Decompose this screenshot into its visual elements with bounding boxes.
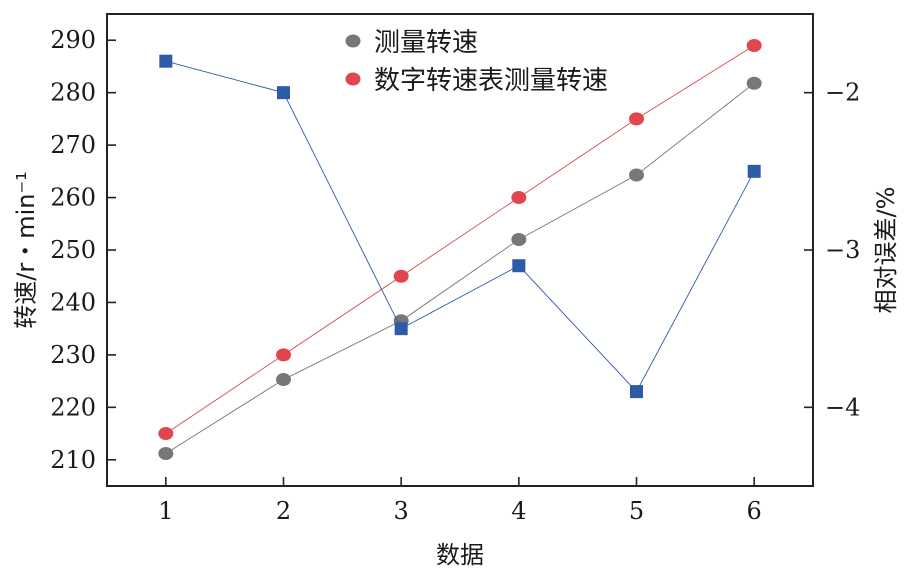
y-left-tick-label: 240 xyxy=(50,288,96,316)
series-2-line xyxy=(165,60,755,393)
y-right-tick-label: −3 xyxy=(825,236,860,264)
x-tick-label: 2 xyxy=(276,497,291,525)
x-tick-label: 3 xyxy=(394,497,409,525)
y-axis-right-title: 相对误差/% xyxy=(872,187,900,314)
series-2-point xyxy=(159,54,173,68)
series-0-point xyxy=(511,233,527,247)
series-1-point xyxy=(158,427,174,441)
axes: 1 2 3 4 5 6 210 220 230 240 250 260 270 280 290 −2 −3 −4 xyxy=(50,26,860,525)
series-1-line xyxy=(165,45,755,434)
series-2-point xyxy=(512,259,526,273)
series-1-point xyxy=(746,38,762,52)
series-0-point xyxy=(629,168,644,182)
series-2-point xyxy=(630,385,643,399)
series-1-point xyxy=(511,191,527,205)
y-left-tick-label: 250 xyxy=(50,236,96,264)
y-left-tick-label: 280 xyxy=(50,79,96,107)
y-axis-left-title: 转速/r・min⁻¹ xyxy=(12,171,40,329)
series-0-line xyxy=(165,82,755,454)
y-left-tick-label: 270 xyxy=(50,131,96,159)
series-2-point xyxy=(277,86,290,100)
x-tick-label: 1 xyxy=(158,497,173,525)
y-left-tick-label: 290 xyxy=(50,26,96,54)
legend-label: 数字转速表测量转速 xyxy=(374,66,608,96)
legend-label: 测量转速 xyxy=(374,28,478,58)
y-left-tick-label: 210 xyxy=(50,446,96,474)
series-2-point xyxy=(394,322,408,336)
legend-marker xyxy=(345,72,361,86)
series-1-point xyxy=(629,112,644,126)
series-0-point xyxy=(276,373,291,387)
y-left-tick-label: 230 xyxy=(50,341,96,369)
y-left-tick-label: 220 xyxy=(50,393,96,421)
series-1-point xyxy=(393,269,409,283)
series-0-point xyxy=(158,446,174,460)
legend-marker xyxy=(345,34,361,48)
y-right-tick-label: −4 xyxy=(825,393,860,421)
x-tick-label: 4 xyxy=(511,497,526,525)
series-0-point xyxy=(746,76,762,90)
x-tick-label: 6 xyxy=(747,497,762,525)
x-axis-title: 数据 xyxy=(436,541,484,569)
x-tick-label: 5 xyxy=(629,497,644,525)
y-right-tick-label: −2 xyxy=(825,79,860,107)
series-2-point xyxy=(747,164,761,178)
series-1-point xyxy=(276,348,291,362)
plot-series xyxy=(158,38,762,460)
y-left-tick-label: 260 xyxy=(50,184,96,212)
